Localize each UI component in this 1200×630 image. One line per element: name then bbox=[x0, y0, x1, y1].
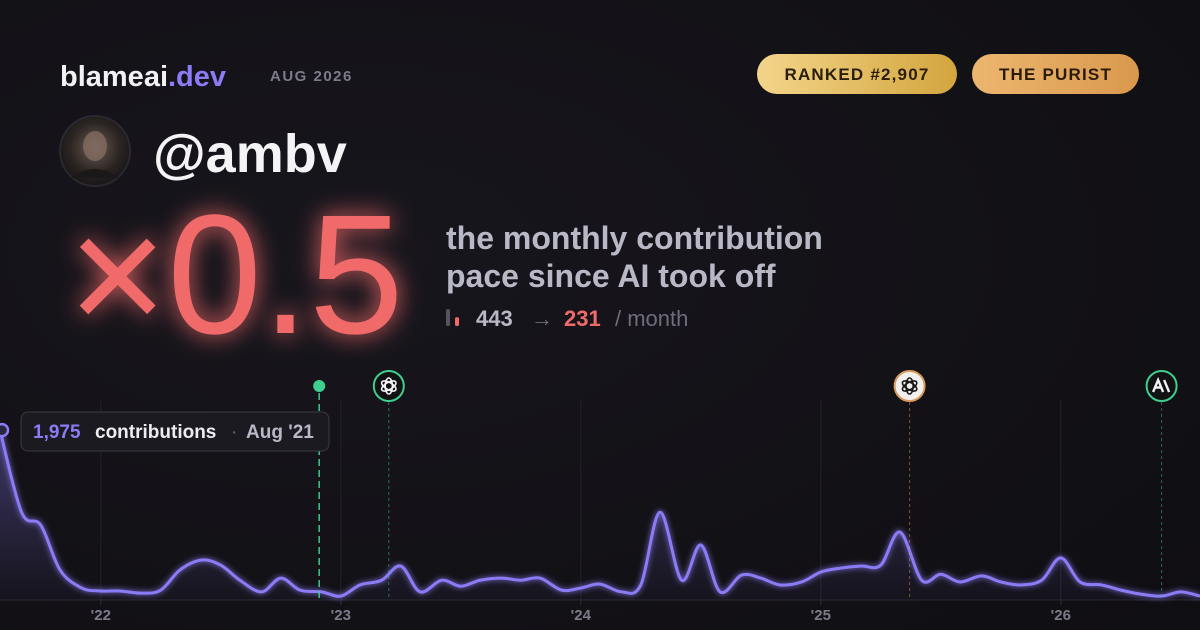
badge-rank: RANKED #2,907 bbox=[784, 65, 929, 84]
date: AUG 2026 bbox=[270, 68, 353, 85]
x-tick-label: '26 bbox=[1051, 607, 1071, 624]
username: @ambv bbox=[153, 124, 347, 184]
tooltip-box bbox=[20, 411, 330, 452]
event-anthropic bbox=[1145, 370, 1178, 402]
brand-tld: .dev bbox=[168, 61, 226, 93]
badge bbox=[757, 54, 957, 94]
line bbox=[0, 429, 1200, 598]
event-dot bbox=[313, 380, 326, 392]
multiplier: ×0.5 bbox=[68, 180, 404, 370]
brand-name: blameai bbox=[60, 61, 168, 93]
x-tick-label: '25 bbox=[811, 607, 831, 624]
stat-unit: / month bbox=[615, 306, 688, 331]
x-tick-label: '24 bbox=[571, 607, 592, 624]
avatar-face bbox=[83, 131, 107, 161]
tooltip-value: 1,975 bbox=[33, 422, 81, 443]
badge bbox=[972, 54, 1139, 94]
event-openai bbox=[372, 370, 405, 402]
brand: blameai.dev bbox=[60, 61, 226, 93]
description-line: the monthly contribution bbox=[446, 220, 823, 256]
event-ring bbox=[372, 370, 405, 402]
openai-icon bbox=[380, 377, 397, 395]
tooltip-unit: contributions bbox=[95, 422, 216, 443]
area bbox=[0, 430, 1200, 600]
tooltip-point bbox=[0, 422, 10, 438]
x-tick-label: '23 bbox=[331, 607, 351, 624]
stat-bar-after bbox=[455, 317, 459, 326]
stat-bar-before bbox=[446, 309, 450, 326]
tooltip-separator: · bbox=[231, 422, 237, 443]
stat-before: 443 bbox=[476, 306, 513, 331]
openai-icon bbox=[901, 377, 918, 395]
x-tick-label: '22 bbox=[91, 607, 111, 624]
event-dot bbox=[313, 380, 326, 392]
events bbox=[313, 370, 1178, 402]
description-line: pace since AI took off bbox=[446, 258, 776, 294]
event-openai bbox=[893, 370, 926, 402]
stat-arrow: → bbox=[531, 306, 553, 331]
event-ring bbox=[893, 370, 926, 402]
badge-title: THE PURIST bbox=[999, 65, 1112, 84]
avatar-body bbox=[70, 169, 120, 178]
anthropic-icon bbox=[1151, 376, 1171, 393]
tooltip-date: Aug '21 bbox=[246, 422, 314, 443]
stat-after: 231 bbox=[564, 306, 601, 331]
